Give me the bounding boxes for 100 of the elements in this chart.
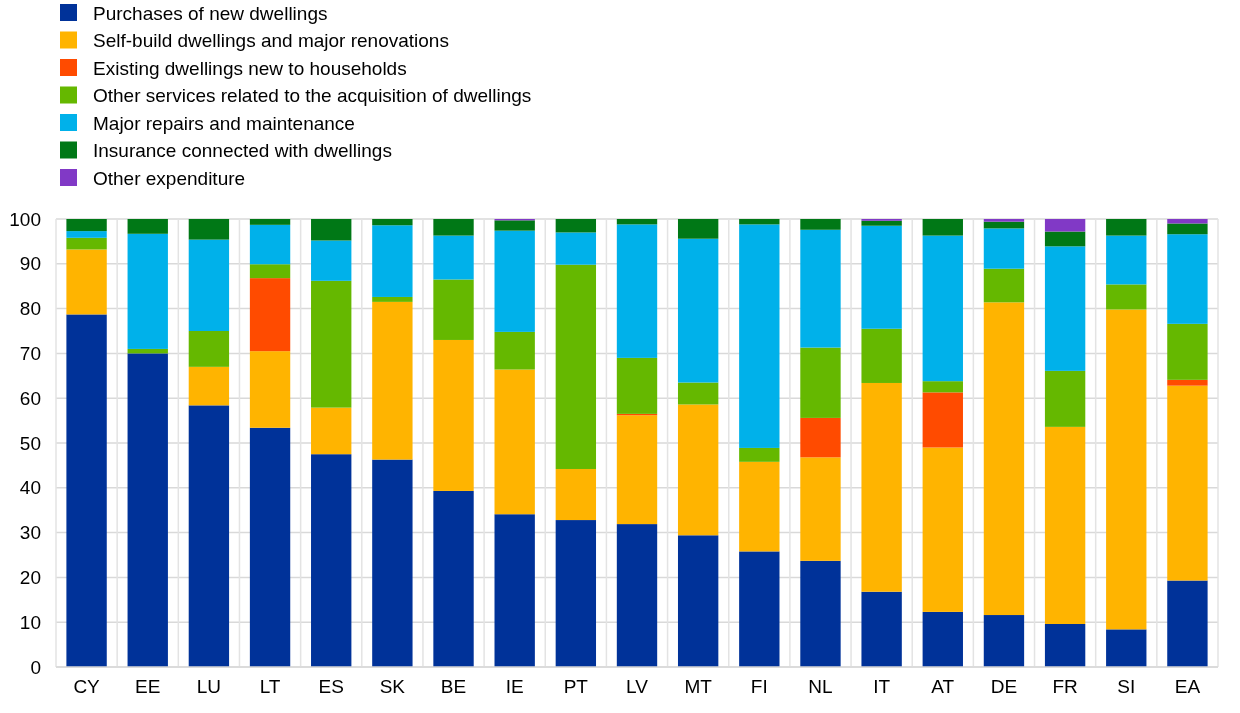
bar xyxy=(861,328,902,383)
bar xyxy=(555,468,597,521)
bar xyxy=(311,407,352,455)
y-tick-label: 0 xyxy=(30,656,41,678)
bar xyxy=(861,225,902,329)
bar xyxy=(1044,623,1086,667)
bar xyxy=(494,220,535,231)
bar xyxy=(1167,580,1208,667)
bar xyxy=(616,219,658,225)
legend-label: Other services related to the acquisition of dwellings xyxy=(93,85,532,106)
x-tick-label: EE xyxy=(135,676,161,697)
bar xyxy=(983,615,1025,667)
bar xyxy=(922,392,963,448)
x-tick-label: AT xyxy=(931,676,955,697)
x-tick-label: SK xyxy=(379,676,406,697)
bar xyxy=(739,551,780,667)
bar xyxy=(922,447,963,612)
x-tick-label: CY xyxy=(73,676,101,697)
bar xyxy=(311,240,352,281)
bar xyxy=(922,219,963,236)
bar xyxy=(311,219,352,241)
bar xyxy=(861,591,902,667)
bar xyxy=(739,447,780,462)
x-tick-label: SI xyxy=(1117,676,1136,697)
bar xyxy=(66,231,107,238)
bar xyxy=(127,233,168,349)
bar xyxy=(372,301,413,460)
y-tick-label: 40 xyxy=(19,477,41,499)
bar xyxy=(1167,385,1208,581)
y-tick-label: 30 xyxy=(19,522,41,544)
bar xyxy=(677,404,719,536)
bar xyxy=(66,219,107,232)
y-tick-label: 20 xyxy=(19,566,41,588)
bar xyxy=(1106,235,1147,285)
bar xyxy=(555,264,597,469)
bar xyxy=(433,339,474,491)
bar xyxy=(555,232,597,265)
bar xyxy=(800,219,841,230)
y-tick-label: 80 xyxy=(19,298,41,320)
bar xyxy=(555,219,597,233)
bar xyxy=(1106,284,1147,310)
bar xyxy=(922,381,963,393)
bar xyxy=(66,249,107,315)
x-tick-label: FI xyxy=(750,676,768,697)
x-tick-label: PT xyxy=(563,676,589,697)
bar xyxy=(1044,426,1086,624)
bar xyxy=(188,239,230,331)
bar xyxy=(494,369,535,515)
bar xyxy=(677,535,719,667)
bar xyxy=(433,490,474,667)
x-tick-label: BE xyxy=(440,676,467,697)
bar xyxy=(1167,379,1208,386)
bar xyxy=(800,560,841,667)
bar xyxy=(249,351,291,428)
bar xyxy=(433,235,474,280)
bar xyxy=(677,382,719,405)
bar xyxy=(616,224,658,358)
bar xyxy=(861,382,902,592)
x-tick-label: ES xyxy=(318,676,344,697)
x-tick-label: IT xyxy=(873,676,891,697)
bar xyxy=(739,219,780,225)
bar xyxy=(1044,370,1086,427)
y-tick-label: 90 xyxy=(19,253,41,275)
x-tick-label: MT xyxy=(684,676,713,697)
bar xyxy=(983,228,1025,269)
x-tick-label: DE xyxy=(990,676,1018,697)
x-tick-label: EA xyxy=(1174,676,1201,697)
y-tick-label: 50 xyxy=(19,432,41,454)
bar xyxy=(1106,629,1147,667)
bar xyxy=(861,220,902,226)
legend-label: Self-build dwellings and major renovations xyxy=(93,30,449,51)
bar xyxy=(616,357,658,414)
legend-label: Other expenditure xyxy=(93,167,246,189)
bar xyxy=(983,219,1025,222)
bar xyxy=(249,278,291,352)
bar xyxy=(1044,219,1086,232)
bar xyxy=(800,347,841,418)
x-tick-label: NL xyxy=(808,676,833,697)
y-tick-label: 100 xyxy=(9,208,41,230)
bar xyxy=(66,237,107,250)
bar xyxy=(494,331,535,370)
bar xyxy=(249,219,291,225)
bar xyxy=(739,224,780,448)
bar xyxy=(188,405,230,667)
bar xyxy=(433,219,474,236)
bar xyxy=(494,514,535,667)
x-tick-label: LV xyxy=(626,676,649,697)
bar xyxy=(188,366,230,406)
bar xyxy=(1167,323,1208,380)
bar xyxy=(922,235,963,382)
bar xyxy=(739,461,780,552)
x-tick-label: LU xyxy=(196,676,222,697)
bar xyxy=(249,224,291,265)
bar xyxy=(800,229,841,348)
x-tick-label: LT xyxy=(259,676,281,697)
bar xyxy=(555,520,597,667)
x-tick-label: IE xyxy=(505,676,524,697)
bar xyxy=(249,427,291,667)
bar xyxy=(127,219,168,234)
bar xyxy=(372,225,413,297)
